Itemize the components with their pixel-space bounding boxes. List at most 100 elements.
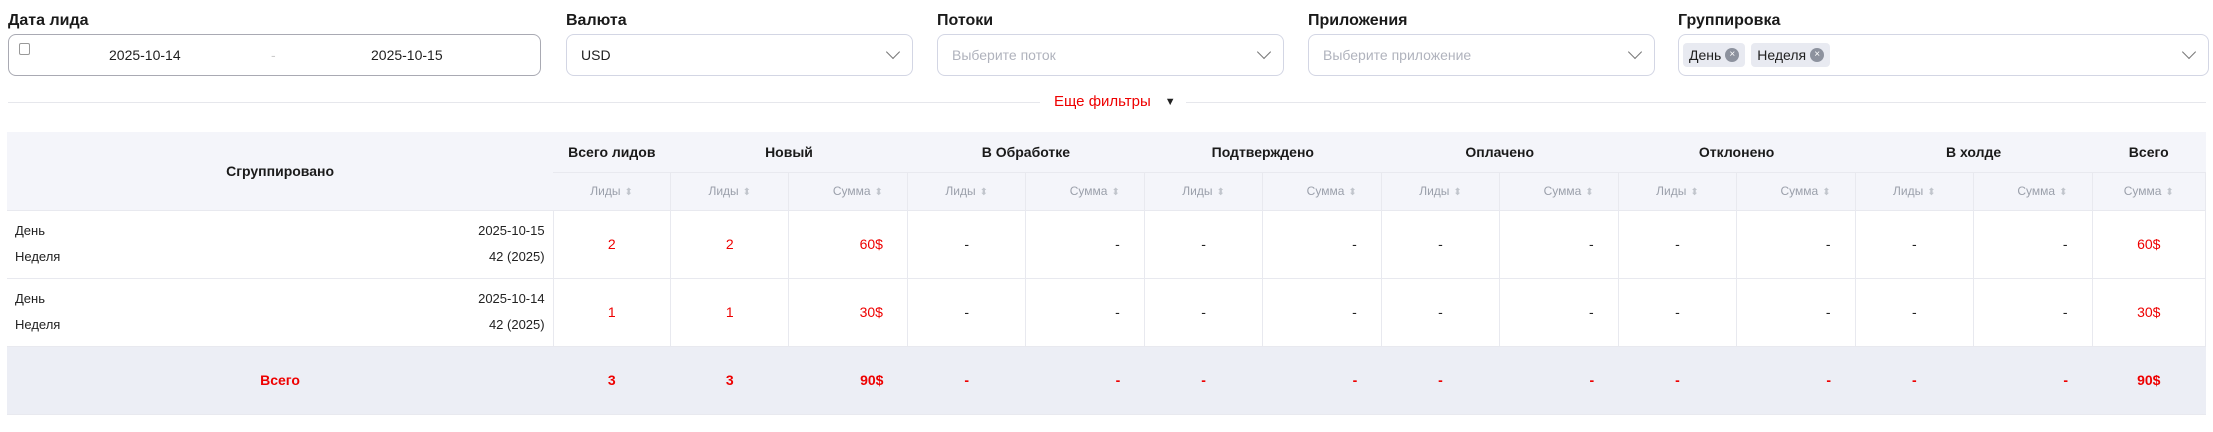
sort-icon: ⬍ [2059, 187, 2068, 198]
sort-icon: ⬍ [742, 187, 752, 198]
apps-select[interactable]: Выберите приложение [1308, 34, 1655, 76]
sub-header-label: Сумма [2123, 184, 2162, 198]
stats-table: Сгруппировано Всего лидов Новый В Обрабо… [7, 132, 2206, 415]
total-cell: - [1025, 346, 1145, 415]
sort-icon: ⬍ [979, 187, 988, 198]
sub-header-label: Лиды [708, 184, 739, 198]
date-label: Дата лида [8, 12, 89, 29]
close-icon[interactable]: × [1725, 48, 1740, 62]
group-cell: День 2025-10-15 Неделя 42 (2025) [7, 210, 554, 279]
tag-label: День [1689, 47, 1722, 63]
sort-icon: ⬍ [624, 187, 633, 198]
streams-placeholder: Выберите поток [952, 47, 1056, 63]
group-value: 2025-10-14 [478, 291, 545, 306]
date-separator: - [271, 47, 276, 63]
sort-header-leads[interactable]: Лиды ⬍ [1381, 171, 1501, 211]
total-cell: - [1973, 346, 2092, 415]
more-filters-toggle[interactable]: Еще фильтры ▼ [1054, 93, 1176, 110]
group-value: 2025-10-15 [478, 223, 545, 238]
value-cell: 1 [670, 278, 790, 347]
group-header: Новый [670, 132, 908, 172]
divider [8, 102, 1040, 103]
value-cell: - [1736, 210, 1856, 279]
grouping-tag-week: Неделя × [1751, 43, 1831, 67]
group-header: Подтверждено [1144, 132, 1382, 172]
date-to[interactable]: 2025-10-15 [371, 47, 443, 63]
sort-header-sum[interactable]: Сумма ⬍ [1973, 171, 2093, 211]
chevron-down-icon [1627, 44, 1643, 60]
total-cell: - [1736, 346, 1856, 415]
value-cell: - [1499, 278, 1619, 347]
value-cell: - [1855, 278, 1975, 347]
streams-select[interactable]: Выберите поток [937, 34, 1284, 76]
date-filter: Дата лида 2025-10-14 - 2025-10-15 [8, 12, 541, 76]
group-header: Всего лидов [553, 132, 671, 172]
group-header: Отклонено [1618, 132, 1856, 172]
sub-header-label: Лиды [1893, 184, 1924, 198]
sort-icon: ⬍ [1822, 187, 1831, 198]
sub-header-label: Лиды [1656, 184, 1687, 198]
total-cell: 90$ [2092, 346, 2206, 415]
sort-header-leads[interactable]: Лиды ⬍ [1144, 171, 1264, 211]
total-cell: - [1381, 346, 1500, 415]
value-cell: - [1144, 278, 1264, 347]
sort-header-sum[interactable]: Сумма ⬍ [788, 171, 908, 211]
sort-icon: ⬍ [1348, 187, 1357, 198]
sort-header-sum[interactable]: Сумма ⬍ [1499, 171, 1619, 211]
calendar-icon [19, 43, 30, 55]
sort-header-sum[interactable]: Сумма ⬍ [1025, 171, 1145, 211]
currency-label: Валюта [566, 12, 627, 29]
total-cell: - [1499, 346, 1619, 415]
value-cell: 30$ [2092, 278, 2206, 347]
apps-filter: Приложения Выберите приложение [1308, 12, 1655, 76]
currency-value: USD [581, 47, 611, 63]
sort-header-leads[interactable]: Лиды ⬍ [553, 171, 672, 211]
sub-header-label: Сумма [2017, 184, 2056, 198]
total-row: Всего 3 3 90$ - - - - - - - - - -90$ [7, 346, 2206, 415]
group-label: Неделя [15, 317, 61, 332]
grouping-select[interactable]: День × Неделя × [1678, 34, 2209, 76]
sub-header-label: Лиды [1419, 184, 1450, 198]
total-cell: - [1855, 346, 1974, 415]
sub-header-label: Сумма [1069, 184, 1108, 198]
sort-header-sum[interactable]: Сумма ⬍ [1736, 171, 1856, 211]
sort-icon: ⬍ [1453, 187, 1462, 198]
sort-icon: ⬍ [1111, 187, 1120, 198]
value-cell: 60$ [788, 210, 908, 279]
value-cell: - [1025, 210, 1145, 279]
value-cell: 2 [670, 210, 790, 279]
chevron-down-icon [885, 44, 901, 60]
chevron-down-icon [2181, 44, 2197, 60]
value-cell: 2 [553, 210, 672, 279]
group-value: 42 (2025) [488, 317, 545, 332]
sort-header-leads[interactable]: Лиды ⬍ [1855, 171, 1975, 211]
date-range-input[interactable]: 2025-10-14 - 2025-10-15 [8, 34, 541, 76]
more-filters-label: Еще фильтры [1054, 93, 1151, 110]
sort-header-sum[interactable]: Сумма ⬍ [2092, 171, 2206, 211]
group-label: День [15, 223, 45, 238]
sort-header-sum[interactable]: Сумма ⬍ [1262, 171, 1382, 211]
total-cell: 3 [553, 346, 671, 415]
currency-filter: Валюта USD [566, 12, 913, 76]
value-cell: - [1381, 210, 1501, 279]
table-row: День 2025-10-15 Неделя 42 (2025) 2 2 60$ - - - - - -… [7, 210, 2206, 279]
streams-label: Потоки [937, 12, 994, 29]
sort-header-leads[interactable]: Лиды ⬍ [1618, 171, 1738, 211]
total-cell: - [1144, 346, 1263, 415]
group-value: 42 (2025) [488, 249, 545, 264]
value-cell: - [1973, 210, 2093, 279]
total-cell: - [1262, 346, 1382, 415]
date-from[interactable]: 2025-10-14 [109, 47, 181, 63]
group-header: Всего [2092, 132, 2206, 172]
apps-placeholder: Выберите приложение [1323, 47, 1472, 63]
close-icon[interactable]: × [1810, 48, 1825, 62]
grouped-header: Сгруппировано [7, 132, 554, 211]
total-cell: 90$ [788, 346, 908, 415]
total-cell: - [1618, 346, 1737, 415]
value-cell: - [907, 210, 1027, 279]
value-cell: 30$ [788, 278, 908, 347]
sort-header-leads[interactable]: Лиды ⬍ [670, 171, 790, 211]
value-cell: - [1736, 278, 1856, 347]
currency-select[interactable]: USD [566, 34, 913, 76]
sort-header-leads[interactable]: Лиды ⬍ [907, 171, 1027, 211]
